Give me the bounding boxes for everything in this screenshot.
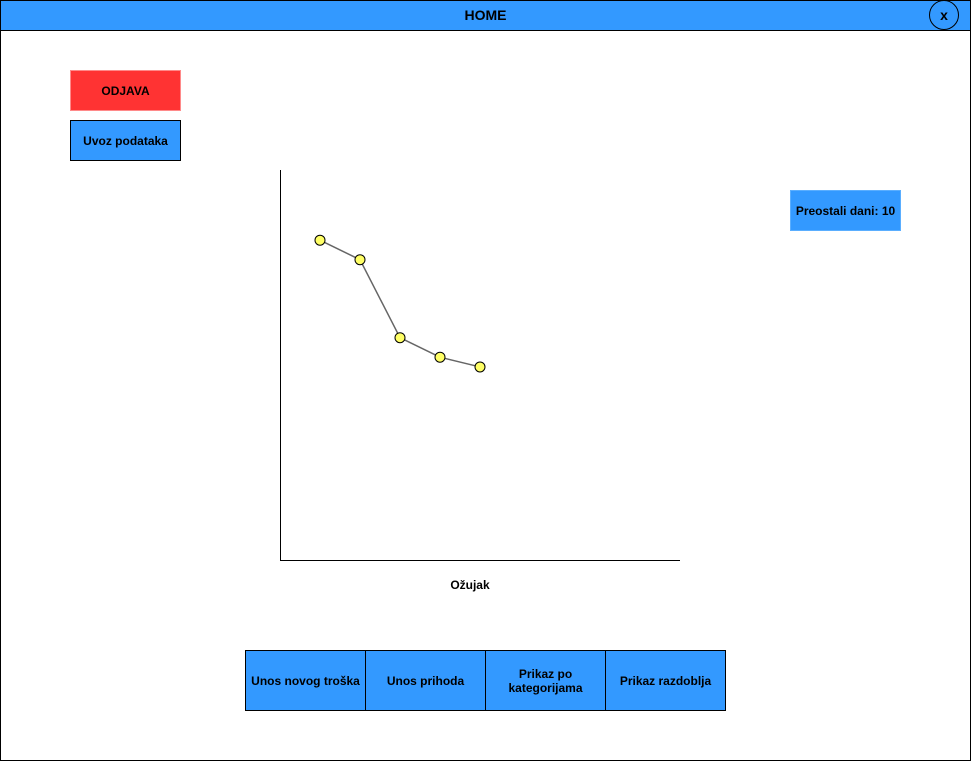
bottom-nav: Unos novog troška Unos prihoda Prikaz po… (245, 650, 726, 711)
window-title: HOME (464, 7, 507, 23)
import-data-button[interactable]: Uvoz podataka (70, 120, 181, 161)
view-by-category-button[interactable]: Prikaz po kategorijama (486, 650, 606, 711)
remaining-days-badge: Preostali dani: 10 (790, 190, 901, 231)
add-income-button[interactable]: Unos prihoda (366, 650, 486, 711)
view-period-button[interactable]: Prikaz razdoblja (606, 650, 726, 711)
title-bar: HOME (1, 1, 970, 31)
close-button[interactable]: x (929, 0, 959, 30)
logout-button[interactable]: ODJAVA (70, 70, 181, 111)
x-axis-label: Ožujak (450, 578, 490, 592)
add-expense-button[interactable]: Unos novog troška (245, 650, 366, 711)
